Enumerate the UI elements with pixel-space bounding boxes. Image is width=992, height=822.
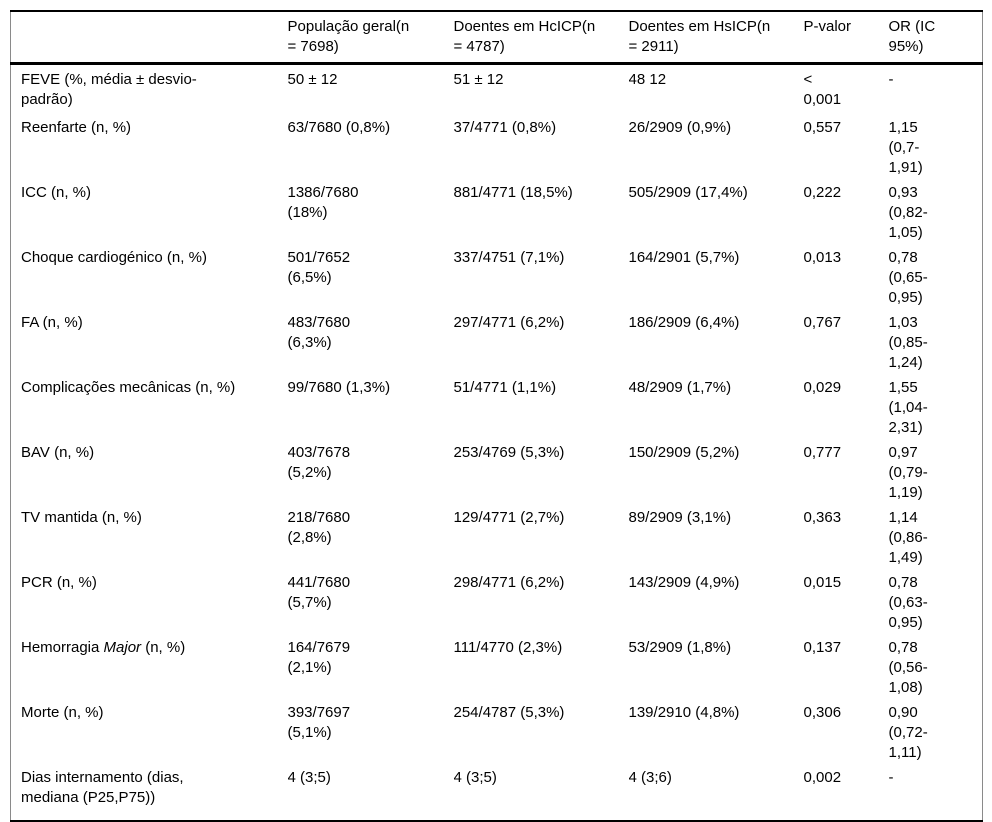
cell-hsicp: 139/2910 (4,8%): [628, 704, 740, 721]
table-row-hemorragia-major: Hemorragia Major (n, %) 164/7679 (2,1%) …: [11, 633, 983, 698]
cell-or: 1,03 (0,85- 1,24): [888, 314, 928, 371]
table-row-icc: ICC (n, %) 1386/7680 (18%) 881/4771 (18,…: [11, 178, 983, 243]
row-label: TV mantida (n, %): [21, 509, 142, 526]
cell-populacao-geral: 403/7678 (5,2%): [287, 444, 351, 481]
table-row-fa: FA (n, %) 483/7680 (6,3%) 297/4771 (6,2%…: [11, 308, 983, 373]
cell-p-valor: 0,222: [803, 184, 842, 201]
cell-populacao-geral: 501/7652 (6,5%): [287, 249, 351, 286]
cell-hsicp: 26/2909 (0,9%): [628, 119, 732, 136]
cell-hcicp: 51/4771 (1,1%): [453, 379, 557, 396]
row-label: Morte (n, %): [21, 704, 104, 721]
table-header: População geral(n = 7698) Doentes em HcI…: [10, 11, 983, 63]
column-header-or: OR (IC 95%): [888, 18, 936, 55]
cell-populacao-geral: 50 ± 12: [287, 70, 338, 88]
cell-hsicp: 143/2909 (4,9%): [628, 574, 740, 591]
cell-hsicp: 53/2909 (1,8%): [628, 639, 732, 656]
column-header-hcicp: Doentes em HcICP(n = 4787): [453, 18, 596, 55]
row-label: ICC (n, %): [21, 184, 92, 201]
cell-hcicp: 37/4771 (0,8%): [453, 119, 557, 136]
cell-p-valor: 0,306: [803, 704, 842, 721]
row-label: Complicações mecânicas (n, %): [21, 379, 236, 396]
cell-hcicp: 111/4770 (2,3%): [453, 639, 563, 656]
cell-hcicp: 51 ± 12: [453, 70, 504, 88]
row-label-italic: Major: [103, 639, 142, 656]
cell-or: 0,93 (0,82- 1,05): [888, 184, 928, 241]
cell-hcicp: 4 (3;5): [453, 769, 497, 786]
cell-or: 0,78 (0,56- 1,08): [888, 639, 928, 696]
column-header-hsicp: Doentes em HsICP(n = 2911): [628, 18, 771, 55]
cell-p-valor: 0,029: [803, 379, 842, 396]
cell-hsicp: 4 (3;6): [628, 769, 672, 786]
cell-populacao-geral: 393/7697 (5,1%): [287, 704, 351, 741]
cell-populacao-geral: 1386/7680 (18%): [287, 184, 359, 221]
cell-populacao-geral: 483/7680 (6,3%): [287, 314, 351, 351]
table-row-morte: Morte (n, %) 393/7697 (5,1%) 254/4787 (5…: [11, 698, 983, 763]
cell-p-valor: 0,002: [803, 769, 842, 786]
cell-or: 0,78 (0,63- 0,95): [888, 574, 928, 631]
cell-p-valor: 0,767: [803, 314, 842, 331]
column-header-p-valor: P-valor: [803, 18, 852, 35]
table-row-complicacoes: Complicações mecânicas (n, %) 99/7680 (1…: [11, 373, 983, 438]
cell-hcicp: 881/4771 (18,5%): [453, 184, 573, 201]
cell-p-valor: 0,015: [803, 574, 842, 591]
table-row-dias-internamento: Dias internamento (dias, mediana (P25,P7…: [11, 763, 983, 821]
cell-hsicp: 150/2909 (5,2%): [628, 444, 740, 461]
row-label: FA (n, %): [21, 314, 83, 331]
row-label: Hemorragia Major (n, %): [11, 633, 288, 698]
row-label: BAV (n, %): [21, 444, 95, 461]
cell-hcicp: 297/4771 (6,2%): [453, 314, 565, 331]
cell-or: 0,90 (0,72- 1,11): [888, 704, 928, 761]
cell-hcicp: 298/4771 (6,2%): [453, 574, 565, 591]
cell-populacao-geral: 218/7680 (2,8%): [287, 509, 351, 546]
cell-or: 0,78 (0,65- 0,95): [888, 249, 928, 306]
cell-populacao-geral: 164/7679 (2,1%): [287, 639, 351, 676]
row-label: Choque cardiogénico (n, %): [21, 249, 207, 266]
cell-hsicp: 48/2909 (1,7%): [628, 379, 732, 396]
row-label: Reenfarte (n, %): [21, 119, 132, 136]
row-label: FEVE (%, média ± desvio- padrão): [21, 70, 197, 108]
cell-hsicp: 89/2909 (3,1%): [628, 509, 732, 526]
cell-or: 1,15 (0,7- 1,91): [888, 119, 923, 176]
cell-p-valor: < 0,001: [803, 70, 842, 108]
cell-hsicp: 164/2901 (5,7%): [628, 249, 740, 266]
cell-hcicp: 129/4771 (2,7%): [453, 509, 565, 526]
column-header-populacao-geral: População geral(n = 7698): [287, 18, 410, 55]
cell-or: 1,55 (1,04- 2,31): [888, 379, 928, 436]
outcomes-table: População geral(n = 7698) Doentes em HcI…: [10, 10, 983, 822]
row-label: Dias internamento (dias, mediana (P25,P7…: [21, 769, 184, 806]
cell-populacao-geral: 99/7680 (1,3%): [287, 379, 391, 396]
cell-or: 0,97 (0,79- 1,19): [888, 444, 928, 501]
cell-hcicp: 337/4751 (7,1%): [453, 249, 565, 266]
cell-populacao-geral: 441/7680 (5,7%): [287, 574, 351, 611]
cell-p-valor: 0,557: [803, 119, 842, 136]
row-label-prefix: Hemorragia: [21, 639, 104, 656]
cell-p-valor: 0,137: [803, 639, 842, 656]
cell-populacao-geral: 4 (3;5): [287, 769, 331, 786]
table-row-reenfarte: Reenfarte (n, %) 63/7680 (0,8%) 37/4771 …: [11, 113, 983, 178]
row-label-suffix: (n, %): [141, 639, 186, 656]
cell-hsicp: 186/2909 (6,4%): [628, 314, 740, 331]
table-row-tv-mantida: TV mantida (n, %) 218/7680 (2,8%) 129/47…: [11, 503, 983, 568]
table-body: FEVE (%, média ± desvio- padrão) 50 ± 12…: [11, 63, 983, 821]
table-row-choque: Choque cardiogénico (n, %) 501/7652 (6,5…: [11, 243, 983, 308]
cell-p-valor: 0,013: [803, 249, 842, 266]
cell-or: 1,14 (0,86- 1,49): [888, 509, 928, 566]
table-header-row: População geral(n = 7698) Doentes em HcI…: [10, 11, 983, 63]
row-label: PCR (n, %): [21, 574, 97, 591]
table-row-bav: BAV (n, %) 403/7678 (5,2%) 253/4769 (5,3…: [11, 438, 983, 503]
cell-hsicp: 48 12: [628, 70, 667, 88]
column-header-empty: [11, 11, 288, 63]
cell-or: -: [888, 769, 894, 786]
cell-hcicp: 254/4787 (5,3%): [453, 704, 565, 721]
cell-or: -: [888, 70, 894, 88]
table-row-feve: FEVE (%, média ± desvio- padrão) 50 ± 12…: [11, 63, 983, 113]
cell-hsicp: 505/2909 (17,4%): [628, 184, 748, 201]
cell-populacao-geral: 63/7680 (0,8%): [287, 119, 391, 136]
cell-p-valor: 0,363: [803, 509, 842, 526]
outcomes-table-container: População geral(n = 7698) Doentes em HcI…: [10, 10, 983, 822]
cell-p-valor: 0,777: [803, 444, 842, 461]
table-row-pcr: PCR (n, %) 441/7680 (5,7%) 298/4771 (6,2…: [11, 568, 983, 633]
cell-hcicp: 253/4769 (5,3%): [453, 444, 565, 461]
